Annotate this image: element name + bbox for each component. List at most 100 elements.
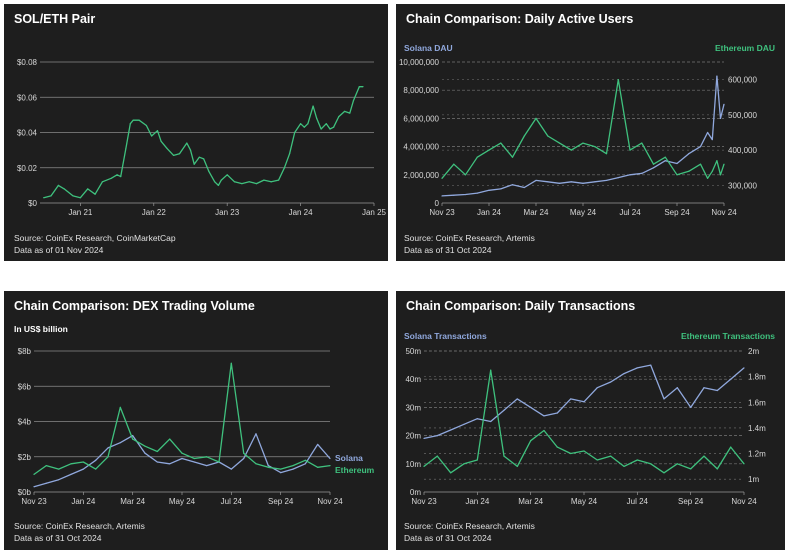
- dex-source: Source: CoinEx Research, Artemis: [14, 521, 145, 531]
- data-point: [317, 443, 319, 446]
- data-point: [730, 378, 732, 380]
- data-point: [596, 387, 598, 389]
- data-point: [255, 463, 257, 465]
- sol-eth-chart: $0 $0.02 $0.04 $0.06 $0.08 Jan 21 Jan 22 Jan 23…: [17, 58, 387, 217]
- data-point: [570, 398, 572, 400]
- data-point: [450, 429, 452, 431]
- data-point: [87, 188, 89, 190]
- x-tick-label: May 24: [571, 497, 598, 506]
- data-point: [203, 158, 205, 160]
- data-point: [583, 401, 585, 403]
- data-point: [95, 459, 97, 461]
- data-point: [255, 433, 257, 435]
- data-point: [703, 455, 705, 457]
- data-point: [129, 123, 131, 125]
- data-point: [500, 188, 502, 190]
- x-tick-label: Sep 24: [268, 497, 294, 506]
- data-point: [441, 177, 443, 179]
- x-tick-label: Mar 24: [518, 497, 543, 506]
- data-point: [464, 193, 467, 196]
- data-point: [267, 464, 269, 467]
- data-point: [218, 461, 220, 463]
- data-point: [511, 156, 514, 158]
- data-point: [230, 362, 232, 364]
- data-point: [119, 406, 121, 408]
- data-point: [198, 156, 200, 158]
- data-point: [45, 482, 47, 484]
- data-point: [178, 153, 181, 155]
- data-point: [650, 463, 652, 465]
- data-point: [58, 479, 60, 481]
- data-point: [312, 105, 314, 107]
- dau-ethereum-legend: Ethereum DAU: [715, 43, 775, 53]
- data-point: [676, 174, 678, 176]
- txn-solana-legend: Solana Transactions: [404, 331, 487, 341]
- data-point: [690, 406, 692, 408]
- data-point: [610, 381, 612, 383]
- data-point: [547, 181, 549, 183]
- y-tick-label: $0.06: [17, 93, 38, 102]
- x-tick-label: May 24: [169, 497, 196, 506]
- data-point: [329, 128, 331, 130]
- dau-source: Source: CoinEx Research, Artemis: [404, 233, 535, 243]
- data-point: [307, 123, 309, 125]
- data-point: [45, 464, 47, 467]
- y-tick-label: 50m: [405, 347, 421, 356]
- data-point: [156, 461, 158, 463]
- x-tick-label: Jan 23: [215, 208, 240, 217]
- data-point: [652, 163, 655, 165]
- data-point: [535, 117, 537, 119]
- txn-ethereum-legend: Ethereum Transactions: [680, 331, 775, 341]
- data-point: [605, 179, 608, 182]
- data-point: [558, 182, 561, 184]
- data-point: [617, 177, 619, 179]
- data-point: [267, 466, 269, 468]
- data-point: [317, 466, 319, 468]
- y-tick-label: 10m: [405, 460, 421, 469]
- data-point: [70, 473, 72, 475]
- data-point: [436, 435, 438, 437]
- data-point: [723, 103, 725, 105]
- data-point: [453, 163, 455, 165]
- data-point: [119, 442, 121, 444]
- dau-title: Chain Comparison: Daily Active Users: [406, 12, 634, 26]
- dex-date: Data as of 31 Oct 2024: [14, 533, 102, 543]
- data-point: [488, 189, 490, 191]
- data-point: [132, 119, 134, 121]
- data-point: [570, 149, 572, 151]
- data-point: [664, 156, 666, 158]
- data-point: [503, 455, 505, 457]
- data-point: [450, 472, 452, 474]
- data-point: [362, 86, 364, 88]
- y-right-tick-label: 2m: [748, 347, 759, 356]
- y-tick-label: 2,000,000: [403, 171, 439, 180]
- data-point: [690, 468, 692, 470]
- x-tick-label: Nov 24: [317, 497, 343, 506]
- data-point: [516, 398, 518, 400]
- data-point: [169, 463, 171, 465]
- data-point: [243, 452, 245, 454]
- data-point: [676, 162, 678, 165]
- data-point: [476, 192, 478, 194]
- data-point: [535, 179, 537, 182]
- dau-solana-legend: Solana DAU: [404, 43, 453, 53]
- data-point: [556, 412, 558, 414]
- data-point: [719, 174, 722, 176]
- dau-panel: Chain Comparison: Daily Active Users Sol…: [396, 4, 785, 261]
- x-tick-label: Nov 24: [731, 497, 757, 506]
- data-point: [94, 193, 96, 195]
- data-point: [664, 160, 666, 162]
- y-tick-label: 20m: [405, 432, 421, 441]
- data-point: [160, 140, 162, 142]
- data-point: [463, 423, 465, 425]
- data-point: [255, 183, 258, 185]
- data-point: [594, 146, 596, 148]
- x-tick-label: Jan 24: [477, 208, 502, 217]
- data-point: [711, 170, 713, 172]
- data-point: [33, 473, 35, 475]
- data-point: [79, 197, 81, 199]
- data-point: [303, 126, 305, 128]
- y-right-tick-label: 1m: [748, 475, 759, 484]
- data-point: [743, 463, 745, 465]
- txn-date: Data as of 31 Oct 2024: [404, 533, 492, 543]
